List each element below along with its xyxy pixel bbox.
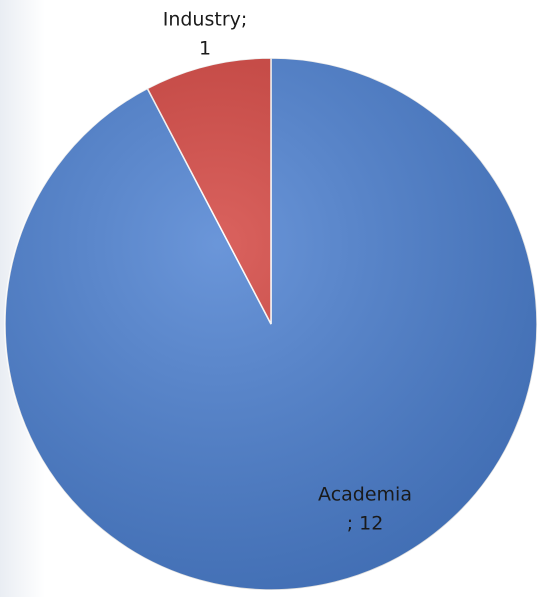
data-label: 1 <box>199 38 211 60</box>
data-label: ; 12 <box>347 513 384 535</box>
data-label: Industry; <box>163 9 248 31</box>
labels: Academia ; 12 Industry; 1 <box>163 9 412 535</box>
data-label: Academia <box>318 484 412 506</box>
pie <box>4 57 538 591</box>
